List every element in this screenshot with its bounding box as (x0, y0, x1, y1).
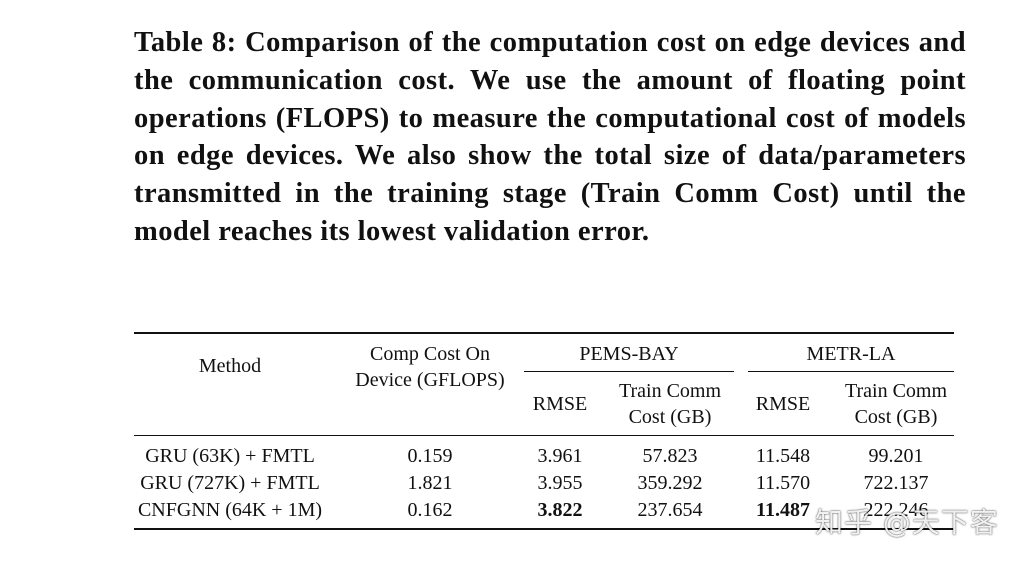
header-metr-rmse: RMSE (755, 393, 811, 415)
row-3-pems-rmse: 3.822 (537, 499, 583, 521)
row-1-pems-rmse: 3.961 (537, 445, 583, 467)
row-2-pems-comm: 359.292 (637, 472, 703, 494)
table-header-rule (134, 435, 954, 436)
header-comp-cost-line1: Comp Cost On (369, 343, 491, 365)
row-3-method: CNFGNN (64K + 1M) (137, 499, 323, 521)
row-1-comp-cost: 0.159 (407, 445, 453, 467)
row-1-method: GRU (63K) + FMTL (145, 445, 315, 467)
row-1-pems-comm: 57.823 (642, 445, 698, 467)
header-method: Method (198, 355, 262, 377)
row-2-metr-comm: 722.137 (863, 472, 929, 494)
table-caption: Table 8: Comparison of the computation c… (134, 27, 966, 247)
header-comp-cost-line2: Device (GFLOPS) (355, 369, 505, 391)
header-group-metr-la: METR-LA (806, 343, 896, 365)
table-bottom-rule (134, 528, 954, 530)
pems-bay-group-rule (524, 371, 734, 372)
row-3-comp-cost: 0.162 (407, 499, 453, 521)
watermark-text: 知乎 @天下客 (815, 506, 999, 539)
header-pems-rmse: RMSE (532, 393, 588, 415)
row-2-pems-rmse: 3.955 (537, 472, 583, 494)
row-1-metr-comm: 99.201 (868, 445, 924, 467)
header-group-pems-bay: PEMS-BAY (579, 343, 679, 365)
row-3-metr-comm: 222.246 (863, 499, 929, 521)
header-pems-comm-line1: Train Comm (618, 380, 722, 402)
row-1-metr-rmse: 11.548 (755, 445, 811, 467)
header-metr-comm-line1: Train Comm (844, 380, 948, 402)
row-2-comp-cost: 1.821 (407, 472, 453, 494)
row-2-method: GRU (727K) + FMTL (140, 472, 320, 494)
table-top-rule (134, 332, 954, 334)
metr-la-group-rule (748, 371, 954, 372)
row-3-pems-comm: 237.654 (637, 499, 703, 521)
row-2-metr-rmse: 11.570 (755, 472, 811, 494)
row-3-metr-rmse: 11.487 (756, 499, 810, 521)
header-pems-comm-line2: Cost (GB) (628, 406, 712, 428)
header-metr-comm-line2: Cost (GB) (854, 406, 938, 428)
